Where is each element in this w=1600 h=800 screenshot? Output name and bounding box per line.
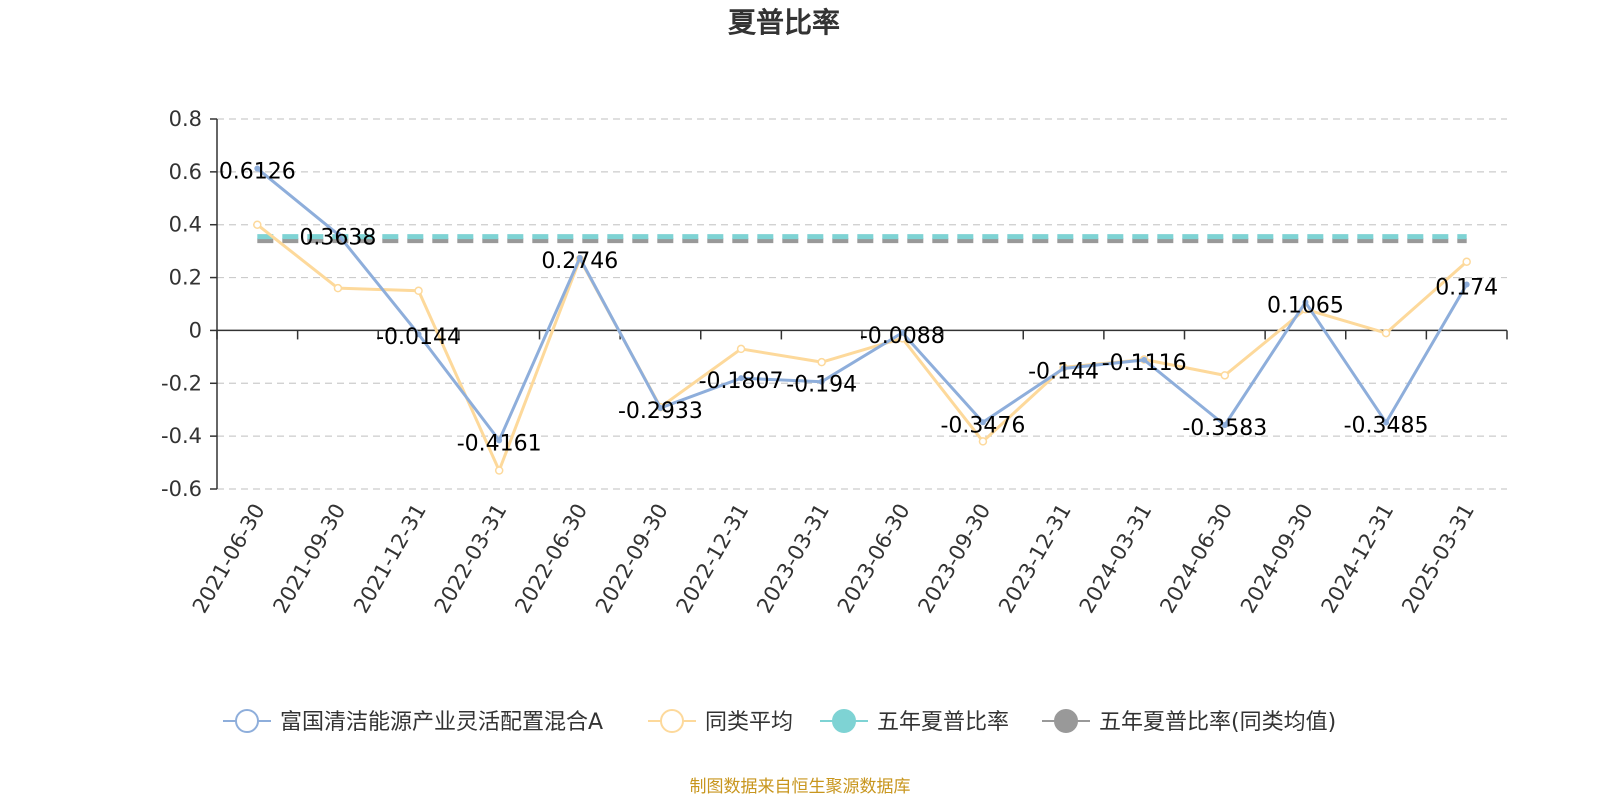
peer-average-point bbox=[1381, 328, 1391, 338]
x-tick-label: 2025-03-31 bbox=[1397, 500, 1479, 618]
legend[interactable]: 富国清洁能源产业灵活配置混合A 同类平均 五年夏普比率 五年夏普比率(同类均值) bbox=[223, 709, 1336, 735]
fund-data-label: 0.174 bbox=[1435, 275, 1498, 300]
fund-data-label: -0.0144 bbox=[376, 325, 461, 350]
x-tick-label: 2023-03-31 bbox=[752, 500, 834, 618]
x-tick-label: 2024-12-31 bbox=[1317, 500, 1399, 618]
fund-data-label: -0.0088 bbox=[860, 324, 945, 349]
legend-item-fund[interactable]: 富国清洁能源产业灵活配置混合A bbox=[223, 709, 603, 735]
legend-filled-circle-icon bbox=[832, 709, 856, 733]
fund-sharpe-point bbox=[1383, 419, 1390, 426]
x-tick-label: 2021-09-30 bbox=[268, 500, 350, 618]
fund-sharpe-point bbox=[738, 375, 745, 382]
peer-average-point bbox=[736, 344, 746, 354]
fund-data-label: -0.1807 bbox=[699, 369, 784, 394]
y-tick-label: 0.6 bbox=[169, 160, 202, 184]
fund-sharpe-point bbox=[254, 165, 261, 172]
fund-data-label: -0.194 bbox=[786, 373, 857, 398]
x-tick-label: 2022-06-30 bbox=[510, 500, 592, 618]
legend-label: 五年夏普比率(同类均值) bbox=[1099, 710, 1336, 735]
fund-sharpe-point bbox=[334, 231, 341, 238]
legend-item-peer-average[interactable]: 同类平均 bbox=[648, 709, 793, 735]
peer-average-point bbox=[1220, 371, 1230, 380]
x-tick-label: 2021-12-31 bbox=[349, 500, 431, 618]
data-source-note: 制图数据来自恒生聚源数据库 bbox=[690, 777, 911, 797]
fund-sharpe-point bbox=[576, 254, 583, 261]
fund-sharpe-point bbox=[657, 404, 664, 411]
y-tick-label: 0 bbox=[189, 318, 202, 342]
peer-average-point bbox=[414, 286, 423, 296]
fund-sharpe-point bbox=[1302, 299, 1309, 306]
fund-data-label: -0.3485 bbox=[1344, 414, 1429, 439]
x-tick-label: 2021-06-30 bbox=[188, 500, 270, 618]
legend-label: 五年夏普比率 bbox=[877, 710, 1009, 735]
fund-sharpe-point bbox=[1060, 365, 1067, 372]
fund-data-label: 0.3638 bbox=[299, 225, 376, 250]
fund-data-label: 0.2746 bbox=[541, 249, 618, 274]
fund-sharpe-point bbox=[496, 437, 503, 444]
fund-data-label: -0.2933 bbox=[618, 399, 703, 424]
x-tick-label: 2023-06-30 bbox=[833, 500, 915, 618]
fund-sharpe-point bbox=[415, 331, 422, 338]
axis-layer: 0.80.60.40.20-0.2-0.4-0.62021-06-302021-… bbox=[161, 107, 1508, 618]
peer-average-point bbox=[1462, 257, 1471, 266]
fund-sharpe-point bbox=[818, 378, 825, 385]
fund-data-label: 0.6126 bbox=[219, 160, 296, 185]
peer-average-point bbox=[333, 283, 343, 293]
y-tick-label: -0.4 bbox=[161, 424, 202, 448]
y-tick-label: 0.8 bbox=[169, 107, 202, 131]
x-tick-label: 2024-03-31 bbox=[1075, 500, 1157, 618]
peer-average-point bbox=[817, 357, 826, 367]
x-tick-label: 2023-09-30 bbox=[913, 500, 995, 618]
fund-sharpe-point bbox=[1463, 281, 1470, 288]
peer-average-line bbox=[256, 223, 1468, 472]
fund-data-label: -0.144 bbox=[1028, 359, 1099, 384]
series-layer bbox=[253, 165, 1471, 475]
legend-label: 同类平均 bbox=[705, 710, 793, 735]
legend-filled-circle-icon bbox=[1054, 709, 1078, 733]
x-tick-label: 2024-06-30 bbox=[1155, 500, 1237, 618]
y-tick-label: 0.4 bbox=[169, 213, 202, 237]
legend-label: 富国清洁能源产业灵活配置混合A bbox=[280, 710, 603, 735]
legend-open-circle-icon bbox=[235, 709, 259, 733]
x-tick-label: 2022-03-31 bbox=[430, 500, 512, 618]
fund-data-label: 0.1065 bbox=[1267, 293, 1344, 318]
x-tick-label: 2023-12-31 bbox=[994, 500, 1076, 618]
fund-sharpe-point bbox=[899, 329, 906, 336]
chart-title: 夏普比率 bbox=[728, 6, 840, 39]
peer-average-point bbox=[494, 466, 504, 475]
data-label-layer: 0.6126 0.3638 -0.0144 -0.4161 0.2746 -0.2933 -… bbox=[219, 160, 1498, 457]
legend-open-circle-icon bbox=[660, 709, 684, 733]
y-tick-label: -0.6 bbox=[161, 477, 202, 501]
fund-sharpe-point bbox=[1221, 422, 1228, 429]
legend-item-five-year-sharpe[interactable]: 五年夏普比率 bbox=[820, 709, 1009, 735]
legend-item-five-year-sharpe-peer-avg[interactable]: 五年夏普比率(同类均值) bbox=[1042, 709, 1336, 735]
fund-sharpe-line bbox=[256, 167, 1468, 442]
grid-layer bbox=[217, 118, 1507, 490]
fund-sharpe-point bbox=[979, 419, 986, 426]
y-tick-label: 0.2 bbox=[169, 266, 202, 290]
fund-sharpe-point bbox=[1141, 356, 1148, 363]
fund-data-label: -0.3583 bbox=[1182, 416, 1267, 441]
y-tick-label: -0.2 bbox=[161, 371, 202, 395]
peer-average-point bbox=[253, 220, 262, 229]
x-tick-label: 2024-09-30 bbox=[1236, 500, 1318, 618]
x-tick-label: 2022-12-31 bbox=[672, 500, 754, 618]
fund-data-label: -0.3476 bbox=[940, 413, 1025, 438]
peer-average-point bbox=[978, 437, 988, 446]
fund-data-label: -0.4161 bbox=[457, 431, 542, 456]
x-tick-label: 2022-09-30 bbox=[591, 500, 673, 618]
fund-data-label: -0.1116 bbox=[1102, 351, 1187, 376]
